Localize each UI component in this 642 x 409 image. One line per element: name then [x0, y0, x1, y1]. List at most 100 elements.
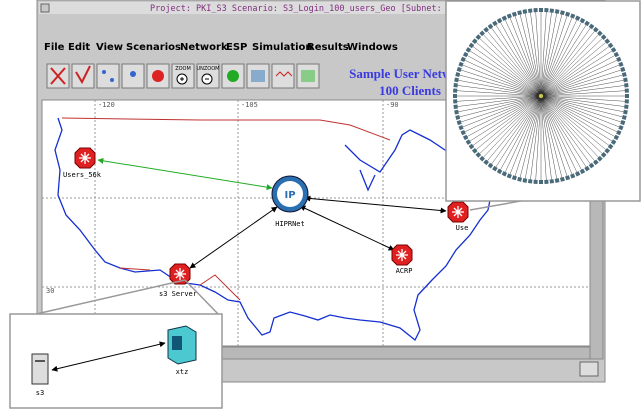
client-icon[interactable] — [621, 72, 627, 78]
menu-item[interactable]: File — [44, 42, 65, 53]
router[interactable] — [447, 201, 469, 223]
client-icon[interactable] — [456, 120, 462, 126]
client-icon[interactable] — [607, 143, 614, 150]
client-icon[interactable] — [539, 8, 543, 12]
menu-item[interactable]: Scenarios — [126, 42, 181, 53]
client-icon[interactable] — [588, 23, 595, 30]
client-icon[interactable] — [604, 148, 611, 154]
client-icon[interactable] — [579, 168, 586, 175]
menu-item[interactable]: Windows — [347, 42, 398, 53]
tool-button[interactable] — [71, 63, 95, 89]
client-icon[interactable] — [616, 56, 622, 63]
client-icon[interactable] — [506, 173, 512, 179]
client-icon[interactable] — [597, 155, 603, 162]
menu-item[interactable]: Simulation — [252, 42, 313, 53]
client-icon[interactable] — [454, 77, 459, 83]
client-icon[interactable] — [610, 47, 617, 53]
client-icon[interactable] — [453, 99, 458, 104]
status-button[interactable] — [579, 361, 599, 377]
client-icon[interactable] — [593, 26, 599, 33]
client-icon[interactable] — [453, 88, 458, 93]
client-icon[interactable] — [479, 30, 485, 37]
client-icon[interactable] — [511, 11, 517, 17]
client-icon[interactable] — [533, 8, 538, 13]
client-icon[interactable] — [458, 61, 464, 67]
client-icon[interactable] — [597, 30, 603, 37]
client-icon[interactable] — [522, 9, 528, 14]
client-icon[interactable] — [539, 180, 543, 184]
client-icon[interactable] — [492, 20, 498, 27]
client-icon[interactable] — [487, 23, 494, 30]
client-icon[interactable] — [517, 176, 523, 182]
client-icon[interactable] — [468, 143, 475, 150]
client-icon[interactable] — [613, 134, 620, 141]
client-icon[interactable] — [501, 15, 508, 21]
client-icon[interactable] — [574, 15, 581, 21]
client-icon[interactable] — [549, 8, 555, 13]
client-icon[interactable] — [554, 178, 560, 183]
menu-item[interactable]: View — [96, 42, 123, 53]
menu-item[interactable]: ESP — [226, 42, 247, 53]
client-icon[interactable] — [549, 179, 555, 184]
client-icon[interactable] — [458, 125, 464, 131]
client-icon[interactable] — [600, 34, 607, 40]
client-icon[interactable] — [479, 155, 485, 162]
client-icon[interactable] — [588, 162, 595, 169]
client-icon[interactable] — [607, 42, 614, 49]
client-icon[interactable] — [462, 134, 469, 141]
client-icon[interactable] — [501, 171, 508, 177]
client-icon[interactable] — [624, 104, 629, 110]
client-icon[interactable] — [455, 114, 461, 120]
client-icon[interactable] — [616, 129, 622, 136]
client-icon[interactable] — [460, 129, 466, 136]
client-icon[interactable] — [471, 148, 478, 154]
client-icon[interactable] — [579, 17, 586, 24]
client-icon[interactable] — [453, 82, 458, 88]
window-menu-button[interactable] — [40, 3, 50, 13]
client-icon[interactable] — [623, 109, 628, 115]
client-icon[interactable] — [565, 175, 571, 181]
client-icon[interactable] — [600, 152, 607, 158]
client-icon[interactable] — [453, 94, 457, 98]
client-icon[interactable] — [511, 175, 517, 181]
menu-item[interactable]: Results — [307, 42, 349, 53]
router[interactable] — [74, 147, 96, 169]
client-icon[interactable] — [623, 77, 628, 83]
client-icon[interactable] — [624, 88, 629, 93]
client-icon[interactable] — [475, 34, 482, 40]
tool-button[interactable] — [96, 63, 120, 89]
client-icon[interactable] — [544, 179, 549, 184]
client-icon[interactable] — [496, 168, 503, 175]
client-icon[interactable] — [496, 17, 503, 24]
client-icon[interactable] — [574, 171, 581, 177]
client-icon[interactable] — [618, 125, 624, 131]
client-icon[interactable] — [487, 162, 494, 169]
client-icon[interactable] — [522, 178, 528, 183]
client-icon[interactable] — [468, 42, 475, 49]
client-icon[interactable] — [565, 11, 571, 17]
client-icon[interactable] — [584, 165, 590, 172]
client-icon[interactable] — [527, 8, 533, 13]
client-icon[interactable] — [624, 82, 629, 88]
client-icon[interactable] — [465, 139, 472, 145]
client-icon[interactable] — [584, 20, 590, 27]
router[interactable] — [391, 244, 413, 266]
client-icon[interactable] — [483, 26, 489, 33]
client-icon[interactable] — [456, 66, 462, 72]
client-icon[interactable] — [460, 56, 466, 63]
client-icon[interactable] — [492, 165, 498, 172]
client-icon[interactable] — [483, 159, 489, 166]
client-icon[interactable] — [624, 99, 629, 104]
client-icon[interactable] — [621, 114, 627, 120]
ip-cloud[interactable]: IP — [271, 175, 309, 213]
client-icon[interactable] — [453, 104, 458, 110]
client-icon[interactable] — [620, 120, 626, 126]
client-icon[interactable] — [570, 13, 576, 19]
client-icon[interactable] — [559, 10, 565, 16]
client-icon[interactable] — [454, 109, 459, 115]
tool-button[interactable] — [271, 63, 295, 89]
client-icon[interactable] — [613, 51, 620, 58]
client-icon[interactable] — [625, 94, 629, 98]
client-icon[interactable] — [570, 173, 576, 179]
workstation-icon[interactable] — [167, 325, 197, 365]
